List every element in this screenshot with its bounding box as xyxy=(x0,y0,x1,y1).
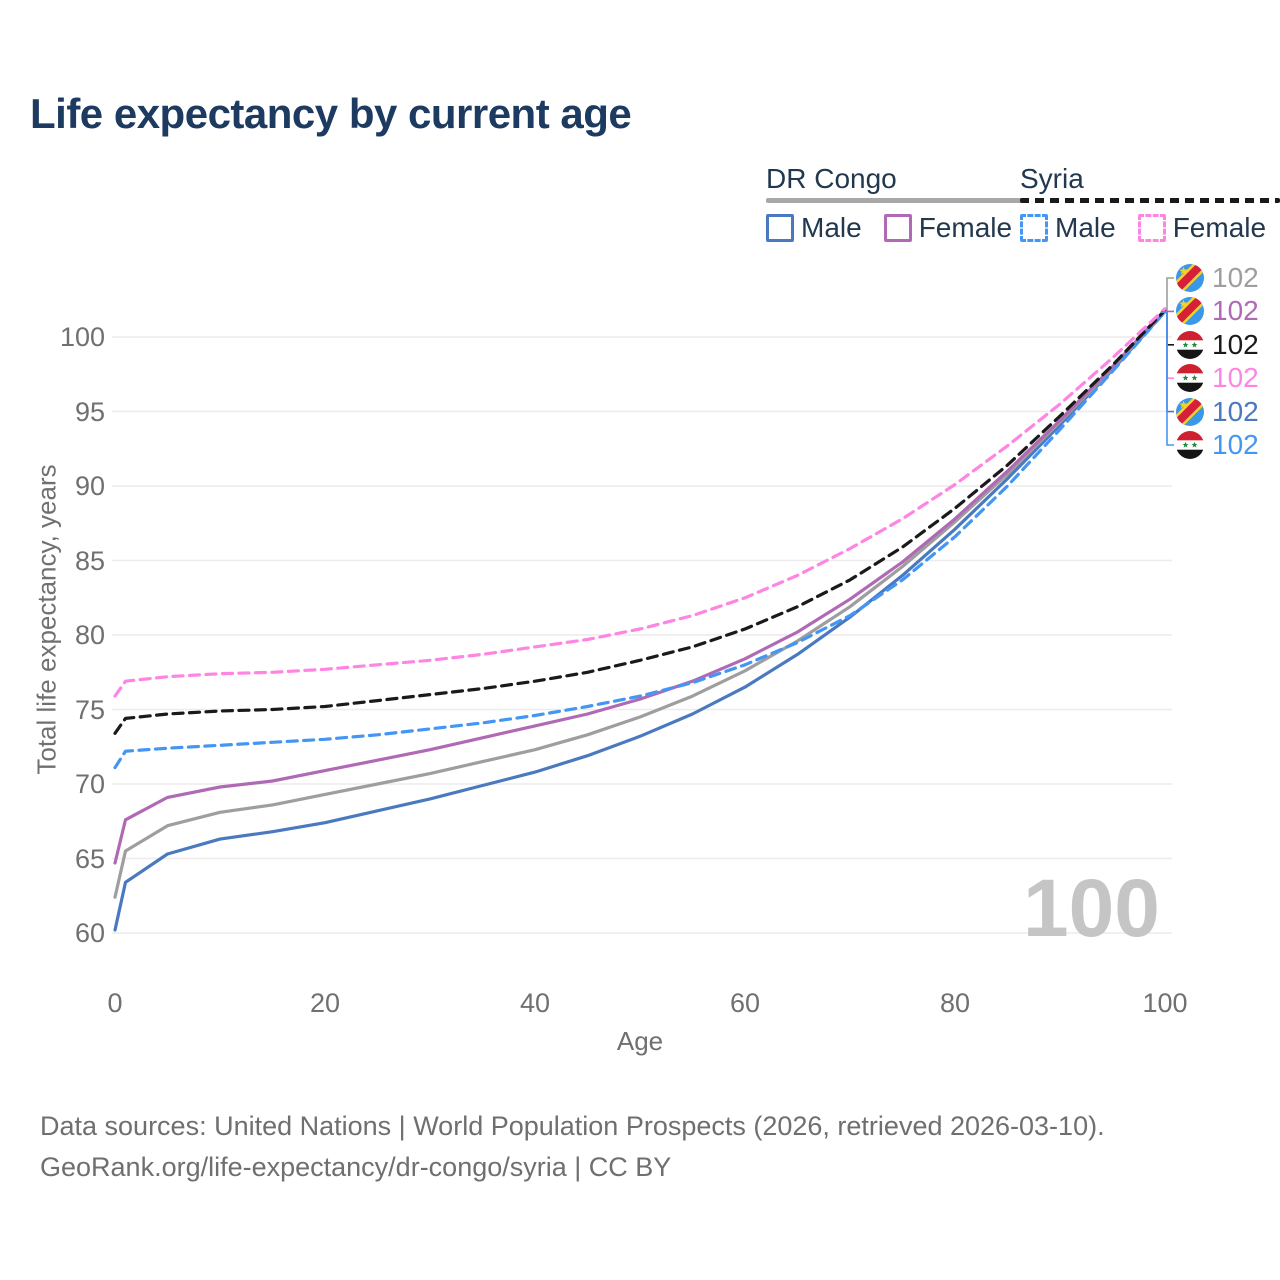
dr-congo-flag-badge xyxy=(1176,297,1204,326)
dr-congo-flag-icon xyxy=(1176,264,1204,292)
syria-female-swatch-icon xyxy=(1137,214,1166,242)
y-tick-label-80: 80 xyxy=(74,620,105,650)
end-label-leader-line xyxy=(1161,277,1174,313)
footer-attribution: Data sources: United Nations | World Pop… xyxy=(40,1106,1105,1188)
y-tick-label-75: 75 xyxy=(74,694,105,725)
page-title: Life expectancy by current age xyxy=(30,90,632,137)
x-tick-label-80: 80 xyxy=(939,988,971,1018)
legend-heading-dr-congo[interactable]: DR Congo xyxy=(766,163,897,194)
end-label-value: 102 xyxy=(1212,328,1259,360)
dr-congo-female-swatch-icon xyxy=(883,214,912,242)
legend-group-syria: Syria Male Female xyxy=(1020,163,1280,244)
syria-flag-icon xyxy=(1176,431,1204,459)
end-label-row-syria: 102 xyxy=(1176,362,1259,394)
x-tick-label-20: 20 xyxy=(309,988,341,1018)
legend-heading-syria[interactable]: Syria xyxy=(1020,163,1084,194)
legend-label: Female xyxy=(1172,212,1267,243)
series-line-dr-congo-male xyxy=(113,310,1167,932)
x-tick-label-60: 60 xyxy=(729,988,761,1018)
y-tick-label-95: 95 xyxy=(74,396,105,427)
dr-congo-male-swatch-icon xyxy=(766,214,794,242)
end-label-row-dr-congo: 102 xyxy=(1176,395,1259,427)
syria-flag-badge xyxy=(1176,364,1204,393)
end-label-value: 102 xyxy=(1212,395,1259,427)
legend-label: Female xyxy=(918,212,1013,243)
legend-item-dr-congo-male[interactable]: Male xyxy=(766,212,862,244)
y-tick-label-70: 70 xyxy=(74,769,105,799)
y-tick-label-100: 100 xyxy=(59,322,105,352)
syria-flag-icon xyxy=(1176,364,1204,393)
dr-congo-flag-icon xyxy=(1176,297,1204,326)
end-label-row-syria: 102 xyxy=(1176,328,1259,360)
syria-flag-badge xyxy=(1176,330,1204,359)
end-label-row-dr-congo: 102 xyxy=(1176,295,1259,327)
legend-item-syria-male[interactable]: Male xyxy=(1020,212,1116,244)
dr-congo-flag-badge xyxy=(1176,264,1204,292)
end-label-value: 102 xyxy=(1212,262,1259,293)
y-tick-label-60: 60 xyxy=(74,918,105,948)
legend-item-dr-congo-female[interactable]: Female xyxy=(883,212,1013,244)
x-axis-title: Age xyxy=(616,1026,664,1056)
series-line-dr-congo-both-sexes xyxy=(113,310,1167,899)
y-tick-label-85: 85 xyxy=(74,545,105,576)
source-url-text[interactable]: GeoRank.org/life-expectancy/dr-congo/syr… xyxy=(40,1152,672,1182)
end-label-value: 102 xyxy=(1212,362,1259,394)
end-label-row-syria: 102 xyxy=(1176,431,1259,459)
end-label-row-dr-congo: 102 xyxy=(1176,264,1259,292)
end-label-value: 102 xyxy=(1212,295,1259,327)
legend-label: Male xyxy=(801,212,862,243)
legend-item-syria-female[interactable]: Female xyxy=(1137,212,1267,244)
x-tick-label-40: 40 xyxy=(519,988,551,1018)
y-tick-label-90: 90 xyxy=(74,471,105,501)
syria-dashed-line-swatch xyxy=(1020,198,1280,203)
syria-flag-icon xyxy=(1176,330,1204,359)
x-tick-label-0: 0 xyxy=(107,988,123,1018)
series-line-syria-both-sexes xyxy=(113,308,1167,735)
dr-congo-flag-badge xyxy=(1176,397,1204,426)
end-label-leader-line xyxy=(1161,311,1174,446)
legend-group-dr-congo: DR Congo Male Female xyxy=(766,163,1027,244)
series-line-syria-male xyxy=(113,310,1167,770)
data-sources-text: Data sources: United Nations | World Pop… xyxy=(40,1111,1105,1141)
dr-congo-flag-icon xyxy=(1176,397,1204,426)
series-line-syria-female xyxy=(113,307,1167,698)
legend-label: Male xyxy=(1055,212,1116,243)
syria-male-swatch-icon xyxy=(1020,214,1048,242)
x-tick-label-100: 100 xyxy=(1142,988,1188,1018)
syria-flag-badge xyxy=(1176,431,1204,459)
dr-congo-solid-line-swatch xyxy=(766,198,1027,203)
series-line-dr-congo-female xyxy=(113,308,1167,865)
y-tick-label-65: 65 xyxy=(74,843,105,874)
end-label-value: 102 xyxy=(1212,429,1259,460)
age-counter-watermark: 100 xyxy=(1023,863,1160,954)
